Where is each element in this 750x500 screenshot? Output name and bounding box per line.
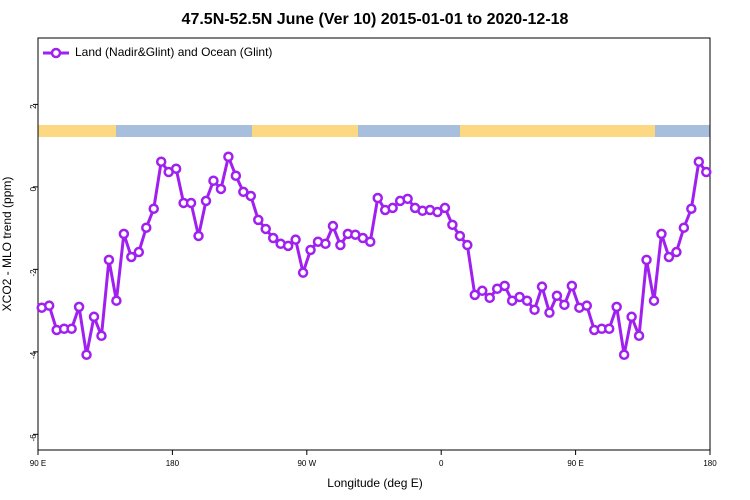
data-point [633, 330, 645, 342]
data-point [230, 170, 242, 181]
data-point [103, 254, 115, 266]
legend-marker [50, 47, 62, 59]
y-tick-label: -6 [29, 434, 38, 442]
data-point [693, 156, 705, 167]
data-point [618, 349, 630, 360]
data-point [365, 236, 376, 247]
data-point [678, 222, 690, 233]
data-point [447, 219, 458, 231]
data-point [387, 202, 398, 214]
data-point [282, 240, 294, 252]
ocean-strip [655, 125, 710, 137]
land-strip [460, 125, 655, 137]
x-tick-label: 180 [703, 459, 717, 468]
data-point [170, 163, 182, 174]
data-point [208, 175, 219, 186]
data-point [96, 330, 107, 342]
data-point [73, 301, 85, 313]
data-point [499, 280, 510, 292]
data-point [581, 300, 593, 311]
ocean-strip [116, 125, 252, 137]
data-point [111, 295, 122, 306]
x-tick-label: 90 W [297, 459, 316, 468]
data-point [43, 300, 55, 311]
data-point [126, 251, 137, 263]
data-point [253, 214, 264, 226]
data-point [215, 183, 227, 195]
y-axis-label: XCO2 - MLO trend (ppm) [0, 177, 14, 312]
data-point [238, 186, 249, 198]
x-tick-label: 90 E [30, 459, 46, 468]
plot-frame [37, 37, 711, 451]
data-point [544, 307, 555, 318]
data-point [245, 190, 257, 202]
data-point [320, 238, 331, 250]
data-point [559, 299, 570, 311]
chart-title: 47.5N-52.5N June (Ver 10) 2015-01-01 to … [182, 11, 569, 28]
data-point [671, 246, 682, 258]
data-point [81, 349, 92, 360]
land-strip [38, 125, 116, 137]
ocean-strip [358, 125, 460, 137]
data-point [402, 193, 413, 205]
data-point [462, 239, 473, 251]
data-point [260, 223, 271, 235]
data-point [327, 220, 339, 232]
x-axis-label: Longitude (deg E) [327, 476, 422, 490]
data-point [148, 203, 159, 214]
data-point [641, 254, 652, 266]
data-point [648, 295, 660, 306]
data-point [297, 267, 309, 278]
data-point [603, 323, 615, 335]
land-ocean-band [38, 125, 710, 137]
data-point [133, 246, 145, 258]
legend-label: Land (Nadir&Glint) and Ocean (Glint) [75, 45, 272, 59]
data-point [193, 230, 204, 242]
x-tick-label: 0 [439, 459, 444, 468]
data-point [663, 251, 675, 263]
x-tick-label: 90 E [567, 459, 583, 468]
data-point [521, 295, 533, 306]
y-tick-label: 0 [29, 186, 38, 191]
data-point [529, 304, 540, 316]
data-point [118, 228, 130, 240]
data-point [439, 202, 451, 214]
data-point [185, 197, 197, 209]
y-tick-label: -2 [29, 269, 38, 277]
data-point [536, 281, 548, 292]
data-point [686, 203, 697, 214]
data-point [200, 195, 212, 207]
data-point [626, 311, 637, 323]
data-point [551, 290, 563, 302]
data-point [477, 285, 488, 297]
data-point [141, 222, 152, 233]
data-point [223, 151, 234, 163]
land-strip [252, 125, 358, 137]
data-point [611, 301, 622, 313]
x-tick-label: 180 [166, 459, 180, 468]
data-point [484, 292, 495, 304]
data-point [432, 206, 443, 218]
data-point [372, 192, 383, 204]
data-point [88, 311, 100, 323]
data-point [267, 232, 279, 244]
data-point [454, 230, 466, 242]
data-point [335, 239, 346, 251]
data-point [566, 280, 578, 292]
data-point [155, 156, 167, 167]
data-point [290, 234, 301, 245]
data-point [656, 228, 667, 240]
data-point [305, 244, 316, 256]
y-tick-label: -4 [29, 351, 38, 359]
data-point [66, 323, 77, 335]
y-tick-label: 2 [29, 104, 38, 109]
data-point [469, 289, 481, 301]
data-point [701, 166, 712, 178]
